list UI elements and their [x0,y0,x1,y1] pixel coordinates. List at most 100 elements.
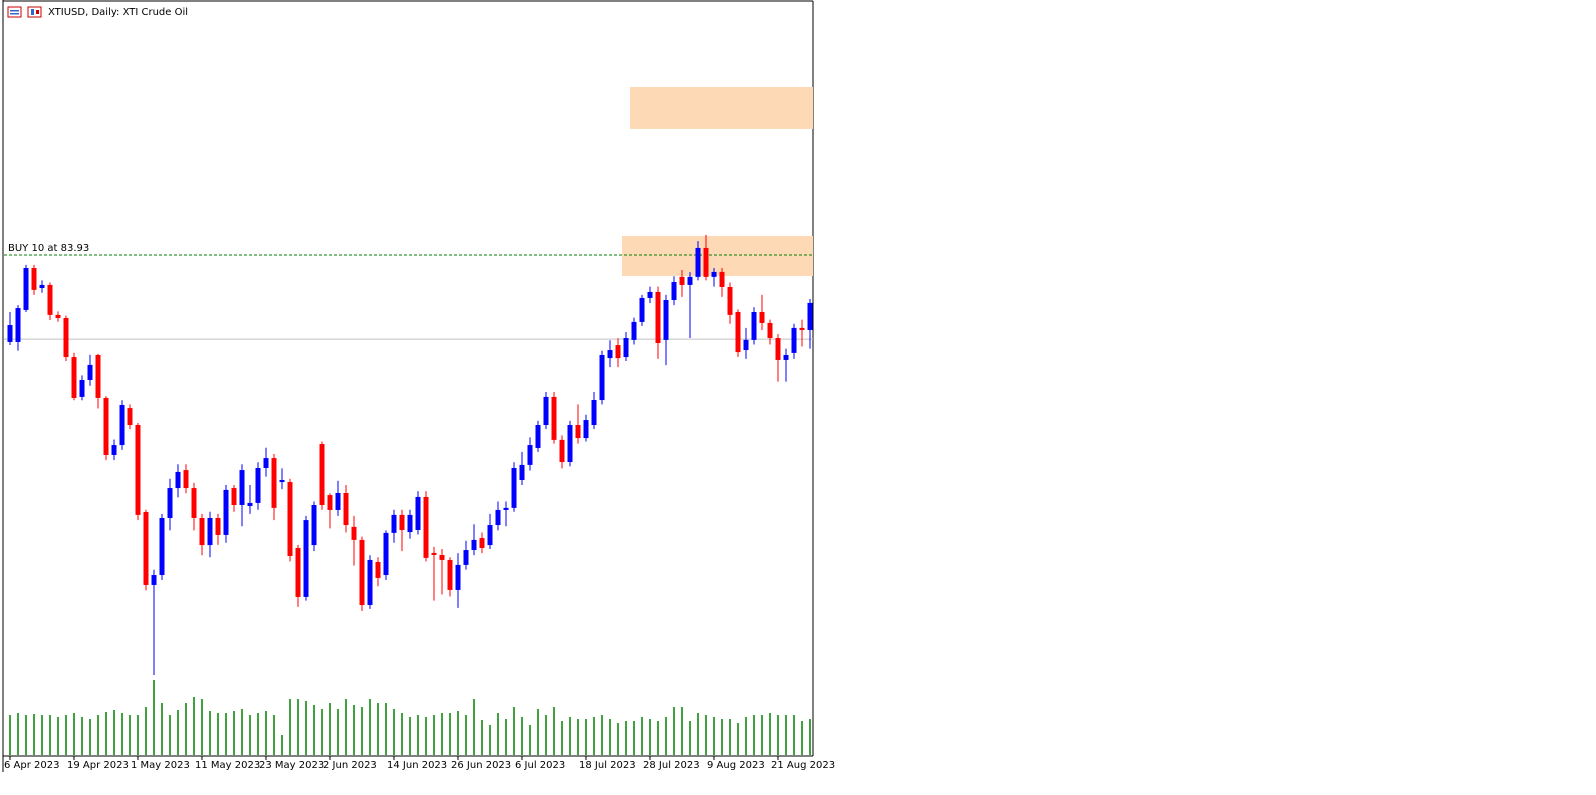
candle-body [767,322,773,339]
icon [27,6,42,18]
candle-body [575,425,581,439]
candle-body [319,444,325,505]
x-tick-label: 6 Apr 2023 [4,760,59,771]
candle-body [791,327,797,353]
candle-body [471,539,477,551]
candle-body [399,514,405,530]
candle-body [247,502,253,507]
candle-body [655,291,661,343]
order-label: BUY 10 at 83.93 [8,243,89,254]
candle-body [511,468,517,508]
candle-body [343,493,349,526]
candle-body [679,276,685,285]
x-tick-label: 19 Apr 2023 [67,760,129,771]
candle-body [7,325,13,342]
candle-body [455,564,461,590]
chart-title: XTIUSD, Daily: XTI Crude Oil [48,7,188,18]
candle-body [383,532,389,576]
x-tick-label: 11 May 2023 [195,760,260,771]
candle-body [551,396,557,440]
candle-body [71,357,77,398]
candle-body [583,420,589,439]
candle-body [599,354,605,401]
x-tick-label: 1 May 2023 [131,760,190,771]
candle-body [127,408,133,426]
x-tick-label: 28 Jul 2023 [643,760,700,771]
candle-body [327,495,333,510]
icon [31,9,34,15]
x-tick-label: 26 Jun 2023 [451,760,511,771]
candle-body [135,425,141,515]
candle-body [439,554,445,560]
candle-body [103,397,109,455]
candle-body [711,271,717,277]
candle-body [479,538,485,548]
candle-body [335,493,341,510]
candle-body [351,526,357,540]
icon [36,10,39,14]
candle-body [623,338,629,358]
candle-body [695,247,701,277]
candle-body [271,458,277,508]
x-tick-label: 21 Aug 2023 [771,760,835,771]
candle-body [807,302,813,330]
x-tick-label: 14 Jun 2023 [387,760,447,771]
candle-body [463,550,469,565]
candle-body [727,286,733,315]
candle-body [63,317,69,358]
x-tick-label: 9 Aug 2023 [707,760,765,771]
candle-body [559,439,565,463]
candle-body [159,518,165,576]
candle-body [799,327,805,330]
candle-body [191,488,197,519]
x-tick-label: 18 Jul 2023 [579,760,636,771]
candle-body [663,300,669,340]
candle-body [743,339,749,351]
candle-body [671,282,677,301]
candle-body [199,518,205,546]
candle-body [543,396,549,426]
icons [7,6,42,18]
icon [10,13,19,15]
candle-body [407,514,413,533]
candle-body [23,267,29,310]
candle-body [607,350,613,359]
candle-body [87,364,93,380]
candle-body [431,552,437,555]
candle-body [775,338,781,360]
candle-body [615,345,621,359]
candle-body [391,514,397,533]
candle-body [215,518,221,535]
icon [7,6,22,18]
candle-body [287,482,293,557]
candle-body [151,575,157,585]
candle-body [303,520,309,597]
x-tick-label: 6 Jul 2023 [515,760,565,771]
candle-body [375,562,381,578]
candle-body [39,284,45,289]
candle-body [415,496,421,530]
zone [622,235,813,277]
zone [630,86,813,129]
candle-body [783,354,789,360]
candle-body [735,312,741,353]
candle-body [751,312,757,340]
x-tick-label: 2 Jun 2023 [323,760,377,771]
candle-body [687,276,693,285]
candle-body [759,312,765,323]
candle-body [111,445,117,455]
candle-body [359,539,365,605]
candle-body [535,425,541,448]
candle-body [295,547,301,597]
candle-body [423,496,429,558]
candle-body [231,488,237,505]
candle-body [15,308,21,342]
candle-body [79,379,85,397]
candle-body [207,518,213,546]
candle-body [239,470,245,505]
candle-body [631,321,637,340]
candle-body [119,404,125,446]
candle-body [703,247,709,277]
candle-body [311,504,317,546]
